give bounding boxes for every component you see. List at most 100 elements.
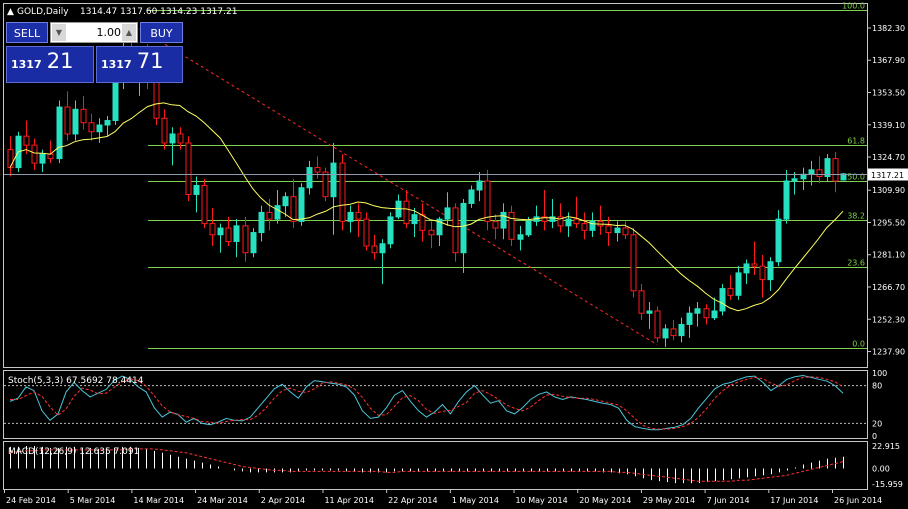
candle-body bbox=[282, 196, 289, 207]
stoch-panel-frame bbox=[3, 370, 868, 439]
buy-price-button[interactable]: 1317 71 bbox=[96, 46, 183, 83]
candle-body bbox=[88, 122, 95, 133]
candle-body bbox=[565, 218, 572, 227]
candle-body bbox=[31, 144, 38, 164]
candle-body bbox=[711, 310, 718, 319]
stoch-title: Stoch(5,3,3) 67.5692 78.4414 bbox=[8, 376, 144, 386]
stoch-tick-label: 80 bbox=[872, 382, 882, 391]
lot-increase-icon[interactable]: ▲ bbox=[122, 24, 136, 41]
candle-body bbox=[39, 153, 46, 164]
price-tick-label: 1309.90 bbox=[872, 186, 905, 195]
candle-body bbox=[242, 225, 249, 254]
candle-body bbox=[517, 234, 524, 240]
candle-body bbox=[484, 180, 491, 222]
time-tick-label: 7 Jun 2014 bbox=[707, 496, 750, 505]
candle-body bbox=[403, 200, 410, 225]
candle-body bbox=[694, 308, 701, 314]
candle-body bbox=[250, 232, 257, 254]
candle-body bbox=[638, 290, 645, 314]
time-tick-label: 26 Jun 2014 bbox=[834, 496, 882, 505]
ohlc-values: 1314.47 1317.60 1314.23 1317.21 bbox=[80, 7, 237, 17]
time-tick-label: 20 May 2014 bbox=[579, 496, 631, 505]
candle-body bbox=[64, 106, 71, 135]
candle-body bbox=[379, 243, 386, 254]
candle-body bbox=[525, 220, 532, 236]
price-tick-label: 1339.10 bbox=[872, 121, 905, 130]
candle-body bbox=[347, 211, 354, 222]
stoch-tick-label: 0 bbox=[872, 432, 877, 441]
candle-body bbox=[153, 81, 160, 119]
candle-body bbox=[840, 173, 847, 181]
candle-body bbox=[169, 133, 176, 144]
fibo-label: 100.0 bbox=[842, 2, 865, 11]
time-axis: 24 Feb 2014 5 Mar 2014 14 Mar 2014 24 Mar 2… bbox=[4, 489, 882, 505]
buy-price: 1317 71 bbox=[101, 49, 163, 73]
candle-body bbox=[258, 211, 265, 234]
fibo-label: 50.0 bbox=[847, 173, 865, 182]
candle-body bbox=[824, 158, 831, 178]
candlesticks bbox=[7, 33, 847, 347]
time-tick-label: 14 Mar 2014 bbox=[133, 496, 184, 505]
candle-body bbox=[177, 133, 184, 144]
buy-price-prefix: 1317 bbox=[101, 58, 132, 71]
candle-body bbox=[290, 196, 297, 222]
candle-body bbox=[492, 220, 499, 229]
price-axis: 1382.30 1367.90 1353.50 1339.10 1324.70 1309.… bbox=[867, 24, 905, 357]
price-tick-label: 1324.70 bbox=[872, 153, 905, 162]
macd-title: MACD(12,26,9) 12.635 7.091 bbox=[8, 447, 139, 457]
candle-body bbox=[298, 187, 305, 222]
candle-body bbox=[719, 288, 726, 312]
macd-indicator: 22.915 0.00 -15.959 bbox=[9, 442, 903, 489]
candle-body bbox=[460, 202, 467, 254]
candle-body bbox=[759, 265, 766, 281]
candle-body bbox=[500, 211, 507, 229]
candle-body bbox=[23, 135, 30, 146]
buy-button[interactable]: BUY bbox=[140, 22, 183, 43]
candle-body bbox=[605, 225, 612, 234]
candle-body bbox=[468, 189, 475, 204]
candle-body bbox=[557, 216, 564, 227]
sell-price-button[interactable]: 1317 21 bbox=[6, 46, 94, 83]
time-tick-label: 24 Mar 2014 bbox=[197, 496, 248, 505]
sell-price-prefix: 1317 bbox=[11, 58, 42, 71]
lot-size-input[interactable] bbox=[67, 24, 121, 41]
ma-line bbox=[9, 102, 844, 312]
buy-price-suffix: 71 bbox=[136, 49, 164, 73]
candle-body bbox=[104, 120, 111, 126]
time-tick-label: 10 May 2014 bbox=[516, 496, 568, 505]
macd-tick-label: 0.00 bbox=[872, 464, 890, 473]
price-tick-label: 1252.30 bbox=[872, 315, 905, 324]
macd-tick-label: 22.915 bbox=[872, 442, 900, 451]
candle-body bbox=[47, 153, 54, 160]
time-tick-label: 29 May 2014 bbox=[643, 496, 695, 505]
candle-body bbox=[193, 185, 200, 195]
candle-body bbox=[355, 211, 362, 220]
candle-body bbox=[662, 328, 669, 339]
price-tick-label: 1266.70 bbox=[872, 283, 905, 292]
time-tick-label: 24 Feb 2014 bbox=[6, 496, 56, 505]
candle-body bbox=[185, 142, 192, 195]
candle-body bbox=[419, 214, 426, 231]
candle-body bbox=[306, 167, 313, 189]
candle-body bbox=[7, 149, 14, 169]
symbol-triangle-icon: ▲ bbox=[7, 7, 14, 17]
price-tick-label: 1281.10 bbox=[872, 251, 905, 260]
candle-body bbox=[444, 207, 451, 220]
candle-body bbox=[735, 272, 742, 296]
time-tick-label: 22 Apr 2014 bbox=[388, 496, 437, 505]
symbol-label: GOLD,Daily bbox=[17, 7, 69, 17]
time-tick-label: 5 Mar 2014 bbox=[70, 496, 116, 505]
lot-decrease-icon[interactable]: ▼ bbox=[52, 24, 66, 41]
main-panel-frame bbox=[3, 3, 868, 368]
candle-body bbox=[670, 328, 677, 337]
candle-body bbox=[775, 218, 782, 263]
time-tick-label: 1 May 2014 bbox=[452, 496, 499, 505]
stoch-tick-label: 20 bbox=[872, 419, 882, 428]
price-tick-label: 1295.50 bbox=[872, 218, 905, 227]
candle-body bbox=[436, 218, 443, 236]
candle-body bbox=[622, 227, 629, 236]
fibo-label: 61.8 bbox=[847, 137, 865, 146]
fibo-label: 0.0 bbox=[852, 340, 865, 349]
sell-button[interactable]: SELL bbox=[6, 22, 48, 43]
price-tick-label: 1353.50 bbox=[872, 89, 905, 98]
